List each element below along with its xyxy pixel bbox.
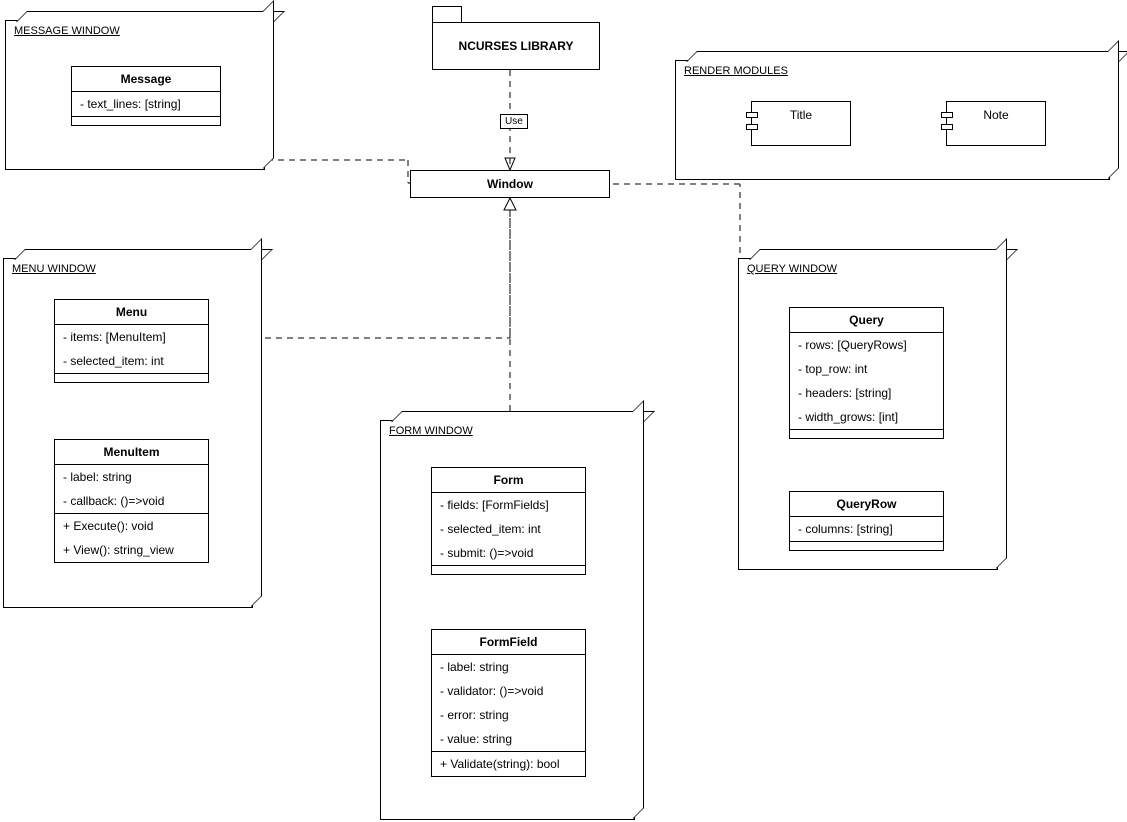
ncurses-library-box: NCURSES LIBRARY [432, 22, 600, 70]
package-title: MENU WINDOW [4, 259, 252, 279]
class-attr: - error: string [432, 703, 585, 727]
class-menu: Menu - items: [MenuItem] - selected_item… [54, 299, 209, 383]
class-attr: - selected_item: int [55, 349, 208, 373]
use-label: Use [500, 114, 528, 129]
class-attr: - text_lines: [string] [72, 92, 220, 116]
package-menu-window: MENU WINDOW Menu - items: [MenuItem] - s… [3, 258, 253, 608]
component-label: Note [947, 102, 1045, 128]
class-name: Form [432, 468, 585, 493]
ncurses-tab [432, 6, 462, 22]
class-attr: - fields: [FormFields] [432, 493, 585, 517]
class-attr: - label: string [55, 465, 208, 489]
class-queryrow: QueryRow - columns: [string] [789, 491, 944, 551]
class-attr: - items: [MenuItem] [55, 325, 208, 349]
package-title: QUERY WINDOW [739, 259, 997, 279]
class-attr: - selected_item: int [432, 517, 585, 541]
class-name: MenuItem [55, 440, 208, 465]
package-title: MESSAGE WINDOW [6, 21, 264, 41]
class-name: Menu [55, 300, 208, 325]
class-attr: - label: string [432, 655, 585, 679]
component-note: Note [946, 101, 1046, 146]
component-title: Title [751, 101, 851, 146]
class-name: Query [790, 308, 943, 333]
class-attr: - validator: ()=>void [432, 679, 585, 703]
class-name: QueryRow [790, 492, 943, 517]
package-title: RENDER MODULES [676, 61, 1109, 81]
class-query: Query - rows: [QueryRows] - top_row: int… [789, 307, 944, 439]
class-name: Message [72, 67, 220, 92]
package-form-window: FORM WINDOW Form - fields: [FormFields] … [380, 420, 635, 820]
class-op: + Validate(string): bool [432, 752, 585, 776]
class-menuitem: MenuItem - label: string - callback: ()=… [54, 439, 209, 563]
class-name: FormField [432, 630, 585, 655]
class-message: Message - text_lines: [string] [71, 66, 221, 126]
class-attr: - callback: ()=>void [55, 489, 208, 513]
class-attr: - submit: ()=>void [432, 541, 585, 565]
class-attr: - rows: [QueryRows] [790, 333, 943, 357]
window-label: Window [487, 177, 533, 191]
package-query-window: QUERY WINDOW Query - rows: [QueryRows] -… [738, 258, 998, 570]
class-attr: - headers: [string] [790, 381, 943, 405]
class-op: + View(): string_view [55, 538, 208, 562]
package-title: FORM WINDOW [381, 421, 634, 441]
class-attr: - columns: [string] [790, 517, 943, 541]
component-label: Title [752, 102, 850, 128]
ncurses-label: NCURSES LIBRARY [459, 39, 574, 53]
package-render-modules: RENDER MODULES Title Note [675, 60, 1110, 180]
class-formfield: FormField - label: string - validator: (… [431, 629, 586, 777]
window-box: Window [410, 170, 610, 198]
package-message-window: MESSAGE WINDOW Message - text_lines: [st… [5, 20, 265, 170]
class-attr: - value: string [432, 727, 585, 751]
class-op: + Execute(): void [55, 514, 208, 538]
class-attr: - top_row: int [790, 357, 943, 381]
class-attr: - width_grows: [int] [790, 405, 943, 429]
class-form: Form - fields: [FormFields] - selected_i… [431, 467, 586, 575]
